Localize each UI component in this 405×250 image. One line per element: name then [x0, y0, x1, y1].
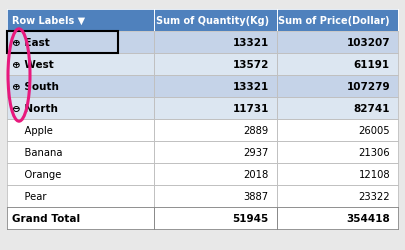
Bar: [277, 98, 398, 120]
Bar: [277, 163, 398, 185]
Text: 82741: 82741: [354, 104, 390, 114]
Bar: [7, 54, 153, 76]
Text: 13321: 13321: [232, 38, 269, 48]
Text: ⊕ West: ⊕ West: [12, 60, 54, 70]
Bar: [277, 120, 398, 142]
Bar: [153, 98, 277, 120]
Bar: [7, 10, 153, 32]
Text: 61191: 61191: [354, 60, 390, 70]
Bar: [7, 98, 153, 120]
Bar: [153, 120, 277, 142]
Text: 103207: 103207: [346, 38, 390, 48]
Text: 2018: 2018: [243, 169, 269, 179]
Text: Grand Total: Grand Total: [12, 213, 80, 223]
Bar: [153, 163, 277, 185]
Bar: [153, 207, 277, 229]
Text: 23322: 23322: [358, 191, 390, 201]
Bar: [7, 120, 153, 142]
Text: Sum of Price(Dollar): Sum of Price(Dollar): [278, 16, 390, 26]
Bar: [277, 142, 398, 163]
Bar: [153, 142, 277, 163]
Text: 13321: 13321: [232, 82, 269, 92]
Bar: [153, 32, 277, 54]
Text: ⊕ South: ⊕ South: [12, 82, 59, 92]
Text: 12108: 12108: [358, 169, 390, 179]
Bar: [153, 54, 277, 76]
Text: Sum of Quantity(Kg): Sum of Quantity(Kg): [156, 16, 269, 26]
Bar: [7, 207, 153, 229]
Bar: [277, 185, 398, 207]
Text: 107279: 107279: [346, 82, 390, 92]
Bar: [277, 54, 398, 76]
Bar: [7, 76, 153, 98]
Bar: [153, 185, 277, 207]
Text: 11731: 11731: [232, 104, 269, 114]
Text: Banana: Banana: [12, 148, 62, 157]
Bar: [277, 32, 398, 54]
Text: 51945: 51945: [232, 213, 269, 223]
Text: 2889: 2889: [243, 126, 269, 136]
Text: Row Labels ▼: Row Labels ▼: [12, 16, 85, 26]
Text: Pear: Pear: [12, 191, 47, 201]
Text: Orange: Orange: [12, 169, 62, 179]
Text: ⊕ East: ⊕ East: [12, 38, 50, 48]
Bar: [7, 32, 118, 54]
Text: Apple: Apple: [12, 126, 53, 136]
Bar: [153, 76, 277, 98]
Bar: [7, 32, 153, 54]
Bar: [7, 142, 153, 163]
Bar: [7, 163, 153, 185]
Bar: [277, 207, 398, 229]
Text: 3887: 3887: [244, 191, 269, 201]
Text: 2937: 2937: [243, 148, 269, 157]
Text: 13572: 13572: [232, 60, 269, 70]
Bar: [7, 185, 153, 207]
Text: 354418: 354418: [346, 213, 390, 223]
Text: 21306: 21306: [358, 148, 390, 157]
Bar: [277, 76, 398, 98]
Text: 26005: 26005: [358, 126, 390, 136]
Bar: [277, 10, 398, 32]
Text: ⊖ North: ⊖ North: [12, 104, 58, 114]
Bar: [153, 10, 277, 32]
